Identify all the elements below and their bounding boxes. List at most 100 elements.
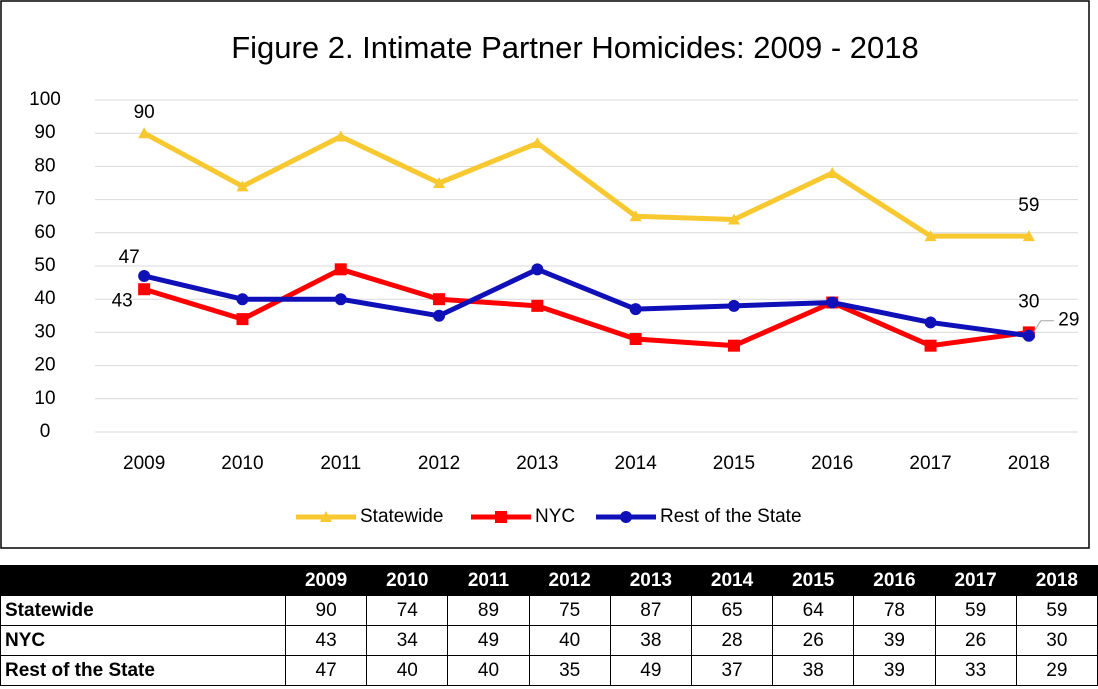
value-cell: 26 [772,625,855,656]
value-cell: 40 [528,625,611,656]
marker [433,309,446,322]
value-cell: 47 [284,655,368,686]
marker [1022,329,1035,342]
x-tick-label: 2010 [221,453,263,474]
table-row: Statewide 90 74 89 75 87 65 64 78 59 59 [0,595,1098,626]
marker [924,316,937,329]
value-cell: 74 [366,595,449,626]
value-cell: 90 [284,595,368,626]
marker [924,339,937,352]
marker [334,130,347,142]
marker [826,167,839,179]
data-table: 2009 2010 2011 2012 2013 2014 2015 2016 2017 2018… [0,565,1098,686]
y-tick-label: 90 [34,122,55,143]
marker [727,299,740,312]
marker [138,127,151,139]
x-tick-label: 2013 [516,453,558,474]
row-name: Rest of the State [0,655,286,686]
x-tick-label: 2014 [615,453,658,474]
x-tick-label: 2018 [1008,453,1050,474]
y-tick-label: 0 [40,421,51,442]
y-tick-label: 80 [34,155,55,176]
value-cell: 39 [853,655,936,686]
header-cell: 2011 [447,565,530,596]
value-cell: 78 [853,595,936,626]
data-label: 47 [119,247,140,268]
series-line [143,266,1030,349]
value-cell: 29 [1015,655,1098,686]
series-line [142,131,1029,239]
value-cell: 30 [1015,625,1098,656]
data-label: 59 [1018,195,1039,216]
marker [629,303,642,316]
value-cell: 65 [690,595,774,626]
value-cell: 40 [366,655,449,686]
legend-label: NYC [535,506,575,527]
legend-label: Rest of the State [660,506,802,527]
value-cell: 34 [366,625,449,656]
value-cell: 40 [447,655,530,686]
header-cell: 2012 [528,565,611,596]
x-tick-label: 2016 [811,453,853,474]
y-tick-label: 100 [29,89,61,110]
value-cell: 38 [609,625,692,656]
data-label: 90 [134,102,155,123]
table-row: NYC 43 34 49 40 38 28 26 39 26 30 [0,625,1098,656]
header-cell: 2016 [853,565,936,596]
x-tick-label: 2015 [713,453,755,474]
value-cell: 39 [853,625,936,656]
y-tick-label: 60 [34,222,55,243]
legend-marker [320,511,332,522]
header-cell: 2009 [284,565,368,596]
x-tick-label: 2011 [320,453,361,474]
header-cell: 2010 [366,565,449,596]
y-tick-label: 20 [34,355,55,376]
corner-cell [0,565,286,596]
marker [531,263,544,276]
marker [826,296,839,309]
x-tick-label: 2012 [418,453,460,474]
header-cell: 2013 [609,565,692,596]
marker [531,299,544,312]
marker [531,137,544,149]
table-header: 2009 2010 2011 2012 2013 2014 2015 2016 2017 2018 [0,565,1098,596]
value-cell: 38 [772,655,855,686]
chart-border [0,0,1090,549]
marker [433,177,446,188]
leader-line [1033,320,1054,332]
marker [727,339,740,352]
marker [334,263,347,276]
value-cell: 87 [609,595,692,626]
value-cell: 26 [934,625,1017,656]
chart: Figure 2. Intimate Partner Homicides: 20… [0,0,1090,549]
y-tick-label: 10 [34,388,55,409]
value-cell: 49 [609,655,692,686]
legend-marker [495,511,507,523]
data-label: 30 [1018,291,1039,312]
marker [334,293,347,306]
row-name: NYC [0,625,286,656]
marker [727,213,740,225]
value-cell: 35 [528,655,611,686]
legend-label: Statewide [360,506,443,527]
value-cell: 49 [447,625,530,656]
value-cell: 33 [934,655,1017,686]
marker [924,230,937,242]
value-cell: 64 [772,595,855,626]
y-tick-label: 40 [34,288,55,309]
x-tick-label: 2009 [123,453,165,474]
marker [433,293,446,306]
data-label: 29 [1058,310,1079,331]
value-cell: 37 [690,655,774,686]
y-tick-label: 70 [34,189,55,210]
series-line [143,266,1030,339]
value-cell: 43 [284,625,368,656]
header-cell: 2015 [772,565,855,596]
marker [236,293,249,306]
y-tick-label: 30 [34,321,55,342]
marker [236,180,249,192]
value-cell: 28 [690,625,774,656]
y-tick-label: 50 [34,255,55,276]
value-cell: 59 [934,595,1017,626]
